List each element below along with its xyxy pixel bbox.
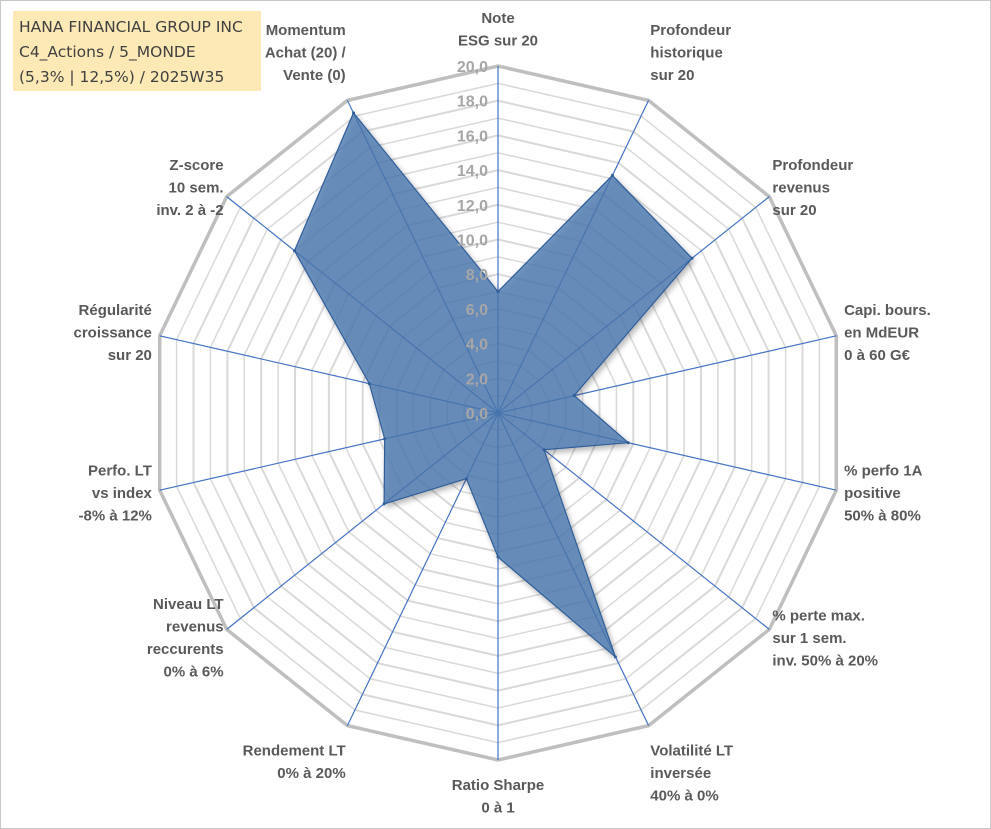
data-point-6 (613, 655, 617, 659)
axis-label-line: sur 20 (772, 202, 816, 219)
axis-label-line: inv. 50% à 20% (772, 652, 878, 669)
axis-label-line: % perfo 1A (844, 463, 923, 480)
axis-label-line: Régularité (79, 302, 152, 319)
tick-label-0: 0,0 (466, 406, 488, 423)
series-layer (293, 111, 694, 659)
tick-label-9: 18,0 (457, 94, 488, 111)
tick-label-8: 16,0 (457, 128, 488, 145)
axis-label-7: Ratio Sharpe 0 à 1 (452, 777, 545, 817)
title-line-2: C4_Actions / 5_MONDE (19, 43, 196, 61)
axis-label-9: Niveau LT revenus reccurents 0% à 6% (147, 596, 224, 681)
axis-label-line: sur 1 sem. (772, 630, 846, 647)
data-point-1 (610, 173, 614, 177)
axis-label-line: croissance (74, 324, 152, 341)
axis-label-line: Perfo. LT (88, 463, 152, 480)
axis-label-13: Momentum Achat (20) / Vente (0) (265, 22, 347, 84)
axis-label-1: Profondeur historique sur 20 (650, 22, 731, 84)
axis-label-5: % perte max. sur 1 sem. inv. 50% à 20% (772, 607, 878, 669)
axis-label-line: reccurents (147, 641, 224, 658)
tick-labels: 0,0 2,0 4,0 6,0 8,0 10,0 12,0 14,0 16,0 18,0 20,0 (457, 59, 488, 423)
axis-label-line: Profondeur (650, 22, 731, 39)
axis-label-4: % perfo 1A positive 50% à 80% (844, 463, 923, 525)
axis-label-line: 0 à 60 G€ (844, 347, 911, 364)
tick-label-2: 4,0 (466, 337, 488, 354)
axis-label-line: 0 à 1 (481, 800, 514, 817)
title-line-3: (5,3% | 12,5%) / 2025W35 (19, 68, 225, 86)
axis-label-line: Momentum (266, 22, 346, 39)
axis-label-line: en MdEUR (844, 324, 919, 341)
data-point-5 (542, 448, 546, 452)
axis-label-line: revenus (772, 180, 830, 197)
axis-label-line: -8% à 12% (79, 508, 152, 525)
axis-label-line: Profondeur (772, 157, 853, 174)
data-point-10 (383, 437, 387, 441)
axis-labels: Note ESG sur 20 Profondeur historique sur 20… (74, 10, 931, 817)
tick-label-4: 8,0 (466, 267, 488, 284)
tick-label-7: 14,0 (457, 163, 488, 180)
data-point-3 (572, 394, 576, 398)
axis-label-line: Rendement LT (243, 743, 346, 760)
axis-label-12: Z-score 10 sem. inv. 2 à -2 (156, 157, 223, 219)
axis-label-line: positive (844, 485, 901, 502)
axis-label-line: Achat (20) / (265, 44, 347, 61)
axis-label-line: % perte max. (772, 607, 865, 624)
tick-label-10: 20,0 (457, 59, 488, 76)
tick-label-3: 6,0 (466, 302, 488, 319)
axis-label-line: sur 20 (108, 347, 152, 364)
data-point-9 (382, 502, 386, 506)
data-point-7 (496, 555, 500, 559)
data-point-8 (464, 477, 468, 481)
axis-label-line: 40% à 0% (650, 788, 718, 805)
chart-title-box: HANA FINANCIAL GROUP INC C4_Actions / 5_… (13, 11, 261, 91)
data-point-12 (293, 249, 296, 253)
axis-label-line: Volatilité LT (650, 743, 733, 760)
data-point-2 (690, 256, 694, 260)
tick-label-5: 10,0 (457, 233, 488, 250)
axis-label-line: Z-score (169, 157, 223, 174)
data-point-0 (496, 290, 500, 294)
axis-label-line: Note (481, 10, 514, 27)
axis-label-line: 50% à 80% (844, 508, 921, 525)
axis-label-6: Volatilité LT inversée 40% à 0% (650, 743, 733, 805)
axis-label-0: Note ESG sur 20 (458, 10, 538, 50)
axis-label-line: historique (650, 44, 723, 61)
axis-label-line: inv. 2 à -2 (156, 202, 223, 219)
axis-label-line: Capi. bours. (844, 302, 931, 319)
axis-label-line: vs index (92, 485, 153, 502)
axis-label-line: Niveau LT (153, 596, 224, 613)
axis-label-11: Régularité croissance sur 20 (74, 302, 152, 364)
axis-label-2: Profondeur revenus sur 20 (772, 157, 853, 219)
data-point-4 (626, 441, 630, 445)
axis-label-8: Rendement LT 0% à 20% (243, 743, 346, 783)
axis-label-3: Capi. bours. en MdEUR 0 à 60 G€ (844, 302, 931, 364)
data-point-13 (352, 111, 355, 115)
data-point-11 (367, 382, 371, 386)
title-line-1: HANA FINANCIAL GROUP INC (19, 18, 243, 36)
tick-label-6: 12,0 (457, 198, 488, 215)
axis-label-line: 0% à 6% (164, 664, 224, 681)
axis-label-line: 10 sem. (169, 180, 224, 197)
axis-label-line: Ratio Sharpe (452, 777, 545, 794)
tick-label-1: 2,0 (466, 371, 488, 388)
axis-label-line: 0% à 20% (277, 765, 345, 782)
axis-label-line: ESG sur 20 (458, 33, 538, 50)
axis-label-line: sur 20 (650, 67, 694, 84)
axis-label-10: Perfo. LT vs index -8% à 12% (79, 463, 153, 525)
axis-label-line: revenus (166, 619, 224, 636)
axis-label-line: inversée (650, 765, 711, 782)
axis-label-line: Vente (0) (283, 67, 346, 84)
